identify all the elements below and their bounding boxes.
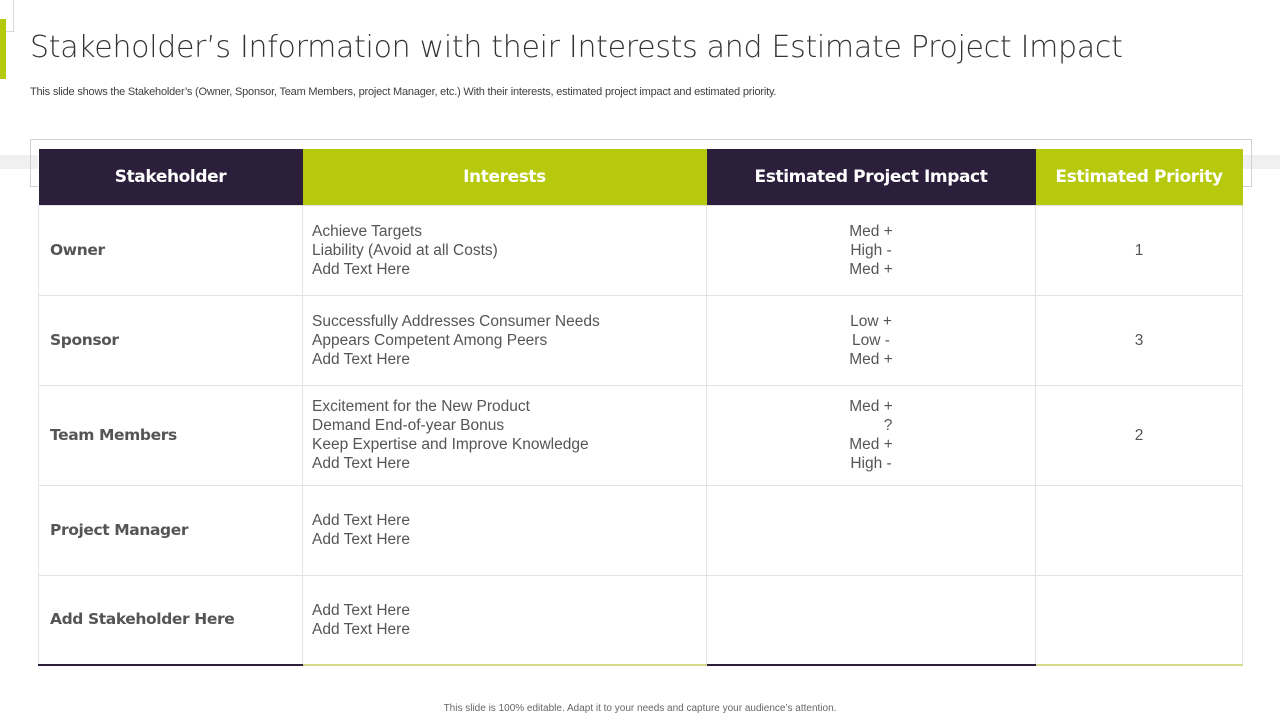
priority-cell: 2 — [1035, 384, 1243, 486]
interest-item: Add Text Here — [312, 260, 410, 278]
table-row-team-members: Team Members Excitement for the New Prod… — [38, 384, 1243, 486]
interest-item: Appears Competent Among Peers — [312, 331, 548, 349]
impact-cell: Low + Low - Med + — [706, 294, 1036, 386]
interest-item: Demand End-of-year Bonus — [312, 417, 505, 434]
priority-cell — [1035, 574, 1243, 666]
impact-item: Low + — [850, 312, 892, 330]
interest-item: Add Text Here — [312, 350, 410, 368]
interest-item: Achieve Targets — [312, 222, 422, 240]
header-estimated-priority: Estimated Priority — [1035, 149, 1243, 205]
table-header-row: Stakeholder Interests Estimated Project … — [38, 149, 1243, 205]
interest-item: Excitement for the New Product — [312, 398, 530, 415]
header-stakeholder: Stakeholder — [38, 149, 303, 205]
interests-cell: Add Text Here Add Text Here — [302, 574, 707, 666]
interest-item: Keep Expertise and Improve Knowledge — [312, 436, 589, 453]
interests-cell: Achieve Targets Liability (Avoid at all … — [302, 204, 707, 296]
slide-subtitle: This slide shows the Stakeholder’s (Owne… — [30, 86, 777, 98]
impact-item: Low - — [852, 331, 890, 349]
slide-footer-note: This slide is 100% editable. Adapt it to… — [443, 703, 837, 714]
table-row-sponsor: Sponsor Successfully Addresses Consumer … — [38, 294, 1243, 386]
impact-item: Med + — [849, 222, 893, 240]
stakeholder-cell: Owner — [38, 204, 303, 296]
priority-cell — [1035, 484, 1243, 576]
priority-cell: 3 — [1035, 294, 1243, 386]
interest-item: Liability (Avoid at all Costs) — [312, 241, 498, 259]
impact-item: ? — [883, 417, 893, 434]
interest-item: Successfully Addresses Consumer Needs — [312, 312, 600, 330]
table-row-project-manager: Project Manager Add Text Here Add Text H… — [38, 484, 1243, 576]
impact-item: Med + — [849, 398, 893, 415]
interest-item: Add Text Here — [312, 531, 410, 548]
stakeholder-cell: Sponsor — [38, 294, 303, 386]
impact-item: Med + — [849, 436, 893, 453]
impact-cell — [706, 574, 1036, 666]
header-interests: Interests — [302, 149, 707, 205]
interest-item: Add Text Here — [312, 455, 410, 472]
impact-item: High - — [850, 455, 892, 472]
stakeholder-table: Stakeholder Interests Estimated Project … — [38, 149, 1243, 666]
impact-item: Med + — [849, 260, 893, 278]
interest-item: Add Text Here — [312, 512, 410, 529]
slide-title: Stakeholder’s Information with their Int… — [30, 30, 1123, 65]
interests-cell: Excitement for the New Product Demand En… — [302, 384, 707, 486]
interest-item: Add Text Here — [312, 620, 410, 638]
interest-item: Add Text Here — [312, 601, 410, 619]
table-row-owner: Owner Achieve Targets Liability (Avoid a… — [38, 204, 1243, 296]
table-row-add-stakeholder: Add Stakeholder Here Add Text Here Add T… — [38, 574, 1243, 666]
impact-cell: Med + High - Med + — [706, 204, 1036, 296]
priority-cell: 1 — [1035, 204, 1243, 296]
interests-cell: Add Text Here Add Text Here — [302, 484, 707, 576]
header-estimated-project-impact: Estimated Project Impact — [706, 149, 1036, 205]
impact-item: High - — [850, 241, 892, 259]
corner-decoration — [0, 0, 14, 32]
interests-cell: Successfully Addresses Consumer Needs Ap… — [302, 294, 707, 386]
impact-cell: Med + ? Med + High - — [706, 384, 1036, 486]
stakeholder-cell: Project Manager — [38, 484, 303, 576]
stakeholder-cell: Add Stakeholder Here — [38, 574, 303, 666]
impact-cell — [706, 484, 1036, 576]
stakeholder-cell: Team Members — [38, 384, 303, 486]
impact-item: Med + — [849, 350, 893, 368]
title-accent-bar — [0, 19, 6, 79]
